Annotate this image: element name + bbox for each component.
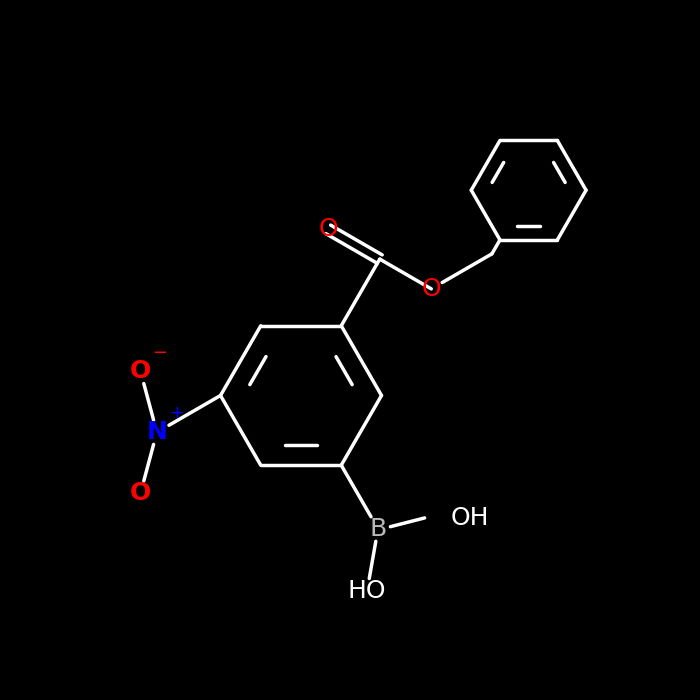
Text: −: −	[153, 344, 168, 362]
Text: OH: OH	[451, 506, 489, 530]
Text: HO: HO	[348, 579, 386, 603]
Text: O: O	[318, 218, 338, 241]
Text: O: O	[130, 359, 151, 384]
Text: N: N	[146, 420, 167, 444]
Text: O: O	[130, 481, 151, 505]
Text: +: +	[169, 404, 184, 421]
Text: O: O	[421, 277, 441, 301]
Text: B: B	[370, 517, 386, 541]
